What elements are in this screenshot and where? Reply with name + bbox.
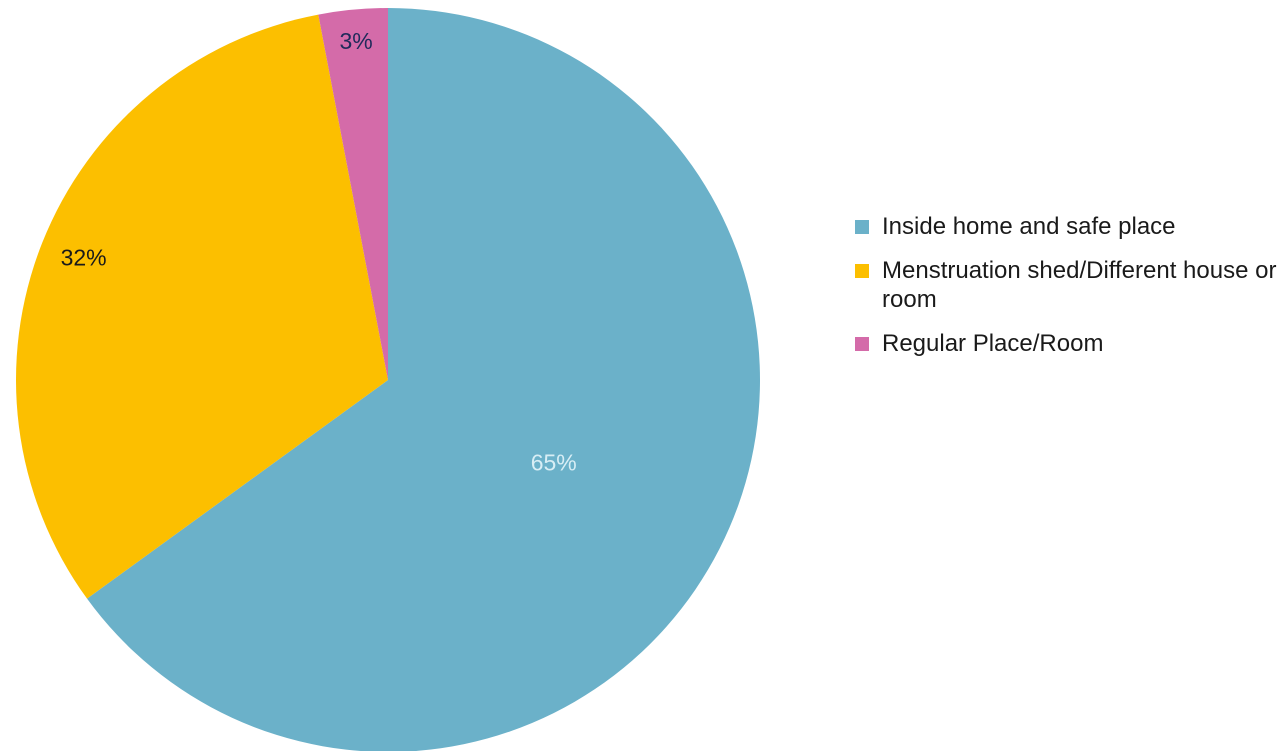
chart: 65% 32% 3% [15,7,760,751]
legend-swatch [855,220,869,234]
data-label: 65% [531,450,577,476]
legend-label: Regular Place/Room [882,330,1104,357]
legend-label: Menstruation shed/Different house or roo… [882,257,1277,313]
pie-slice [87,8,760,751]
pie-slice [15,14,388,599]
legend-swatch [855,264,869,278]
legend-label: Inside home and safe place [882,213,1176,240]
data-label: 3% [340,28,373,54]
pie-slice [318,7,388,380]
legend-swatch [855,337,869,351]
data-label: 32% [61,245,107,271]
legend-item: Regular Place/Room [855,329,1280,358]
legend-item: Inside home and safe place [855,212,1280,241]
legend-item: Menstruation shed/Different house or roo… [855,256,1280,314]
legend: Inside home and safe place Menstruation s… [855,212,1280,373]
